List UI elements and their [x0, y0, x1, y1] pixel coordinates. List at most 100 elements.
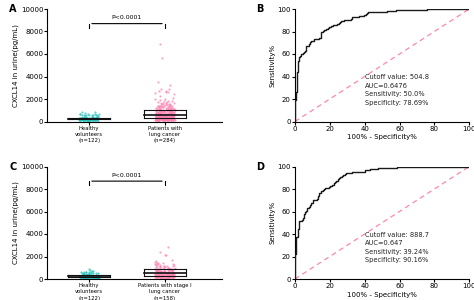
- Point: [89, 275, 97, 280]
- Point: [164, 266, 172, 270]
- Point: [159, 113, 166, 118]
- Point: [81, 116, 89, 121]
- Point: [162, 117, 169, 122]
- Point: [94, 273, 102, 278]
- Point: [169, 112, 177, 117]
- Point: [163, 116, 171, 120]
- Point: [164, 115, 172, 120]
- Point: [166, 116, 173, 121]
- Point: [87, 117, 94, 122]
- Point: [166, 103, 174, 108]
- Point: [93, 112, 101, 117]
- Point: [168, 99, 176, 104]
- Point: [75, 273, 83, 278]
- Point: [156, 113, 164, 118]
- Point: [88, 275, 95, 280]
- Point: [164, 276, 171, 280]
- Point: [160, 115, 168, 120]
- Point: [160, 116, 167, 121]
- Point: [158, 118, 165, 123]
- Point: [159, 266, 167, 271]
- Point: [160, 264, 168, 268]
- Point: [84, 116, 92, 121]
- Point: [84, 274, 92, 279]
- Point: [156, 111, 164, 116]
- Point: [170, 272, 177, 277]
- Point: [155, 269, 162, 274]
- Point: [166, 275, 174, 280]
- Point: [152, 113, 160, 118]
- Point: [156, 112, 164, 117]
- Point: [170, 272, 178, 277]
- Point: [162, 117, 169, 122]
- Point: [164, 105, 172, 110]
- Y-axis label: CXCL14 in urine(pg/mL): CXCL14 in urine(pg/mL): [13, 181, 19, 264]
- Text: P<0.0001: P<0.0001: [112, 15, 142, 20]
- Point: [156, 109, 164, 114]
- Point: [160, 116, 168, 121]
- Point: [155, 113, 163, 118]
- Point: [156, 106, 164, 111]
- Point: [92, 117, 100, 122]
- Point: [81, 274, 88, 279]
- Point: [166, 116, 174, 121]
- Point: [170, 117, 177, 122]
- Point: [155, 88, 163, 93]
- Point: [164, 107, 171, 112]
- Point: [90, 117, 98, 122]
- Point: [78, 274, 85, 279]
- Point: [169, 112, 177, 117]
- Point: [91, 115, 99, 120]
- Point: [161, 103, 168, 108]
- Point: [164, 264, 171, 269]
- Point: [92, 116, 100, 121]
- Point: [85, 267, 93, 272]
- Point: [154, 273, 162, 278]
- Point: [78, 116, 86, 120]
- Point: [78, 275, 85, 280]
- Point: [156, 264, 164, 269]
- Point: [79, 117, 87, 122]
- Point: [169, 114, 176, 119]
- Point: [154, 263, 161, 268]
- Point: [161, 115, 168, 120]
- Point: [155, 274, 162, 279]
- Point: [165, 86, 173, 91]
- Point: [153, 114, 160, 118]
- Point: [91, 274, 99, 279]
- Point: [164, 270, 172, 275]
- Point: [89, 116, 97, 121]
- Point: [91, 117, 99, 122]
- Point: [154, 274, 162, 279]
- Point: [152, 117, 160, 122]
- Point: [162, 253, 169, 258]
- Point: [169, 112, 176, 117]
- Point: [165, 110, 173, 115]
- Point: [152, 267, 160, 272]
- Point: [166, 272, 174, 276]
- Point: [94, 117, 101, 122]
- Point: [167, 111, 175, 116]
- Point: [155, 272, 163, 277]
- Point: [170, 272, 178, 277]
- Point: [95, 276, 102, 280]
- Point: [85, 273, 92, 278]
- Point: [167, 115, 175, 120]
- Point: [161, 275, 168, 280]
- Point: [92, 274, 100, 279]
- Point: [161, 118, 169, 123]
- Point: [159, 116, 166, 120]
- Point: [152, 274, 159, 279]
- Point: [165, 108, 173, 113]
- Point: [160, 116, 168, 120]
- Point: [154, 271, 161, 275]
- Point: [77, 116, 84, 121]
- X-axis label: 100% - Specificity%: 100% - Specificity%: [347, 134, 417, 140]
- Point: [168, 113, 176, 118]
- Point: [92, 116, 100, 121]
- Point: [91, 116, 98, 121]
- Point: [85, 273, 92, 278]
- Point: [162, 116, 170, 121]
- Point: [84, 118, 92, 123]
- Point: [158, 115, 166, 120]
